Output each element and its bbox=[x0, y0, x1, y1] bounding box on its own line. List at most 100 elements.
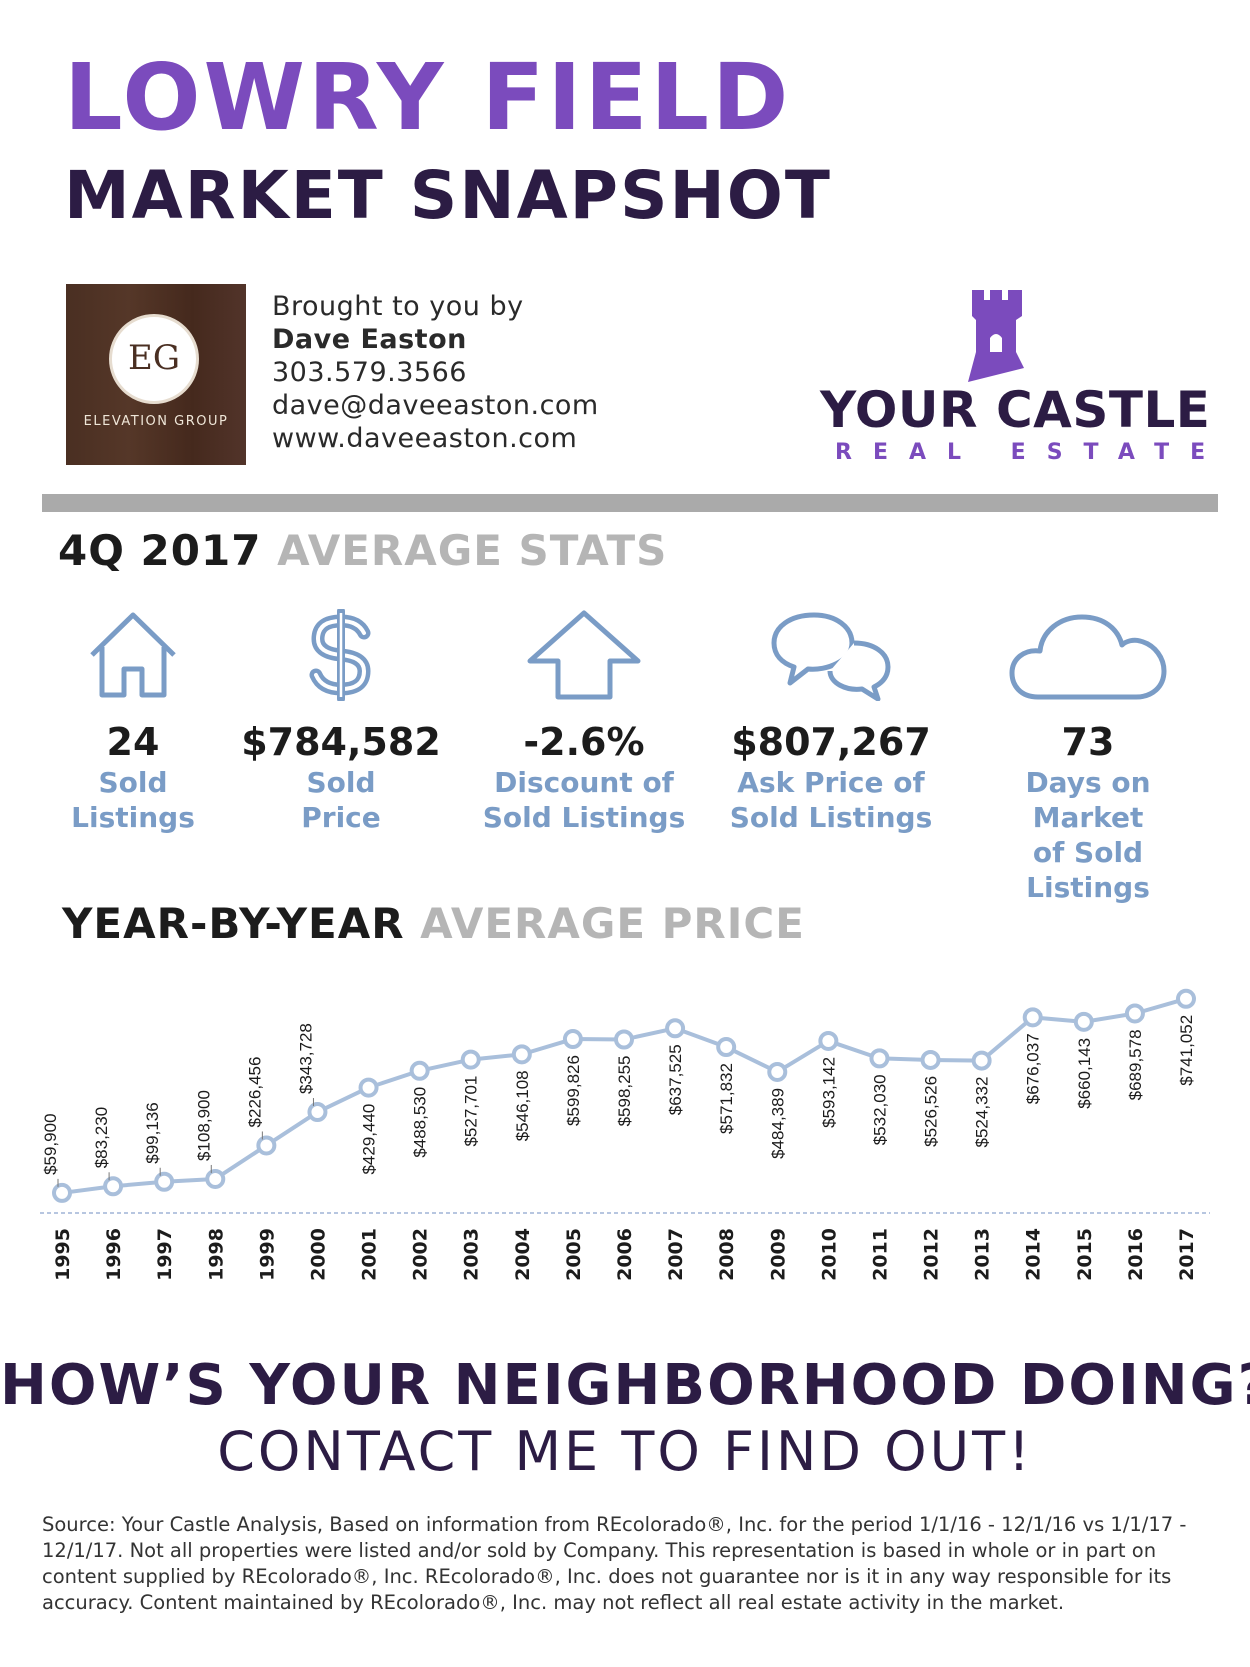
eg-logo-name: ELEVATION GROUP bbox=[83, 414, 229, 429]
x-tick-label: 2005 bbox=[563, 1228, 585, 1281]
x-tick-label: 2007 bbox=[665, 1228, 687, 1281]
stat-label-line1: Sold bbox=[306, 766, 376, 799]
data-point bbox=[562, 1029, 583, 1050]
x-tick-label: 2008 bbox=[716, 1228, 738, 1281]
data-point bbox=[716, 1037, 737, 1058]
agent-name: Dave Easton bbox=[272, 324, 467, 355]
stat-label-line2: Price bbox=[301, 801, 381, 834]
data-label: $689,578 bbox=[1126, 1029, 1145, 1100]
x-tick-label: 1998 bbox=[205, 1228, 227, 1281]
elevation-group-logo: EG ELEVATION GROUP bbox=[66, 284, 246, 465]
stat-label-line2: Listings bbox=[71, 801, 195, 834]
x-tick-label: 1996 bbox=[103, 1228, 125, 1281]
x-tick-label: 1999 bbox=[256, 1228, 278, 1281]
data-point bbox=[1124, 1003, 1145, 1024]
agent-phone[interactable]: 303.579.3566 bbox=[272, 357, 467, 388]
stat-label-line2: of Sold Listings bbox=[1026, 836, 1150, 904]
stat-label-line2: Sold Listings bbox=[729, 801, 933, 834]
x-tick-label: 2010 bbox=[818, 1228, 840, 1281]
agent-website[interactable]: www.daveeaston.com bbox=[272, 423, 578, 454]
stat-value: 24 bbox=[106, 720, 160, 764]
stat-value: $784,582 bbox=[241, 720, 441, 764]
stats-heading: 4Q 2017 AVERAGE STATS bbox=[58, 530, 667, 572]
data-point bbox=[1022, 1007, 1043, 1028]
data-label: $83,230 bbox=[92, 1107, 111, 1168]
data-point bbox=[103, 1176, 124, 1197]
stat-label-line1: Days on Market bbox=[1025, 766, 1151, 834]
cta-subline: CONTACT ME TO FIND OUT! bbox=[217, 1420, 1033, 1483]
x-tick-label: 2016 bbox=[1125, 1228, 1147, 1281]
cloud-icon bbox=[1009, 614, 1167, 700]
x-tick-label: 2006 bbox=[614, 1228, 636, 1281]
data-point bbox=[358, 1077, 379, 1098]
dollar-icon bbox=[309, 609, 371, 701]
chat-bubbles-icon bbox=[771, 612, 891, 701]
data-point bbox=[665, 1018, 686, 1039]
data-label: $99,136 bbox=[143, 1102, 162, 1163]
data-label: $660,143 bbox=[1075, 1038, 1094, 1109]
eg-monogram: EG bbox=[128, 338, 180, 378]
cta-headline: HOW’S YOUR NEIGHBORHOOD DOING? bbox=[0, 1353, 1250, 1418]
stat-label-line1: Ask Price of bbox=[737, 766, 925, 799]
data-label: $526,526 bbox=[922, 1076, 941, 1147]
data-point bbox=[920, 1049, 941, 1070]
data-point bbox=[307, 1102, 328, 1123]
chart-heading: YEAR-BY-YEAR AVERAGE PRICE bbox=[62, 903, 805, 945]
data-label: $532,030 bbox=[870, 1074, 889, 1145]
data-label: $59,900 bbox=[41, 1113, 60, 1174]
data-point bbox=[971, 1050, 992, 1071]
data-label: $343,728 bbox=[296, 1023, 315, 1094]
x-tick-label: 1995 bbox=[52, 1228, 74, 1281]
data-label: $429,440 bbox=[360, 1104, 379, 1175]
chart-heading-grey: AVERAGE PRICE bbox=[420, 899, 805, 948]
stat-sold-price: $784,582 Sold Price bbox=[236, 606, 446, 835]
data-label: $741,052 bbox=[1177, 1015, 1196, 1086]
stat-label: Days on Market of Sold Listings bbox=[968, 765, 1208, 905]
brand-name: YOUR CASTLE bbox=[820, 381, 1211, 439]
data-point bbox=[52, 1182, 72, 1203]
data-point bbox=[1073, 1011, 1094, 1032]
agent-email[interactable]: dave@daveeaston.com bbox=[272, 390, 599, 421]
house-icon bbox=[90, 612, 176, 698]
page-title: LOWRY FIELD bbox=[64, 44, 792, 151]
source-disclaimer: Source: Your Castle Analysis, Based on i… bbox=[42, 1513, 1187, 1614]
data-label: $108,900 bbox=[194, 1090, 213, 1161]
stat-label: Ask Price of Sold Listings bbox=[726, 765, 936, 835]
data-label: $546,108 bbox=[513, 1070, 532, 1141]
stat-label: Sold Price bbox=[236, 765, 446, 835]
x-tick-label: 2001 bbox=[359, 1228, 381, 1281]
stats-heading-period: 4Q 2017 bbox=[58, 526, 262, 575]
data-label: $527,701 bbox=[462, 1076, 481, 1147]
x-tick-label: 2002 bbox=[410, 1228, 432, 1281]
brand-subtitle: REAL ESTATE bbox=[835, 440, 1227, 465]
x-tick-label: 2017 bbox=[1176, 1228, 1198, 1281]
contact-intro: Brought to you by bbox=[272, 291, 524, 322]
data-point bbox=[409, 1060, 430, 1081]
data-point bbox=[818, 1030, 839, 1051]
data-label: $488,530 bbox=[411, 1087, 430, 1158]
data-label: $484,389 bbox=[768, 1088, 787, 1159]
data-point bbox=[869, 1048, 890, 1069]
data-label: $637,525 bbox=[666, 1044, 685, 1115]
stat-label-line1: Discount of bbox=[494, 766, 674, 799]
data-point bbox=[154, 1171, 175, 1192]
stat-label-line2: Sold Listings bbox=[482, 801, 686, 834]
stats-heading-label: AVERAGE STATS bbox=[277, 526, 668, 575]
data-point bbox=[460, 1049, 481, 1070]
stat-label: Discount of Sold Listings bbox=[479, 765, 689, 835]
castle-tower-icon bbox=[968, 290, 1024, 382]
x-tick-label: 2013 bbox=[972, 1228, 994, 1281]
stat-label-line1: Sold bbox=[98, 766, 168, 799]
x-tick-label: 2014 bbox=[1023, 1228, 1045, 1281]
stat-value: -2.6% bbox=[523, 720, 645, 764]
stat-value: $807,267 bbox=[731, 720, 931, 764]
up-arrow-icon bbox=[527, 610, 641, 700]
x-tick-label: 2000 bbox=[307, 1228, 329, 1281]
x-tick-label: 2015 bbox=[1074, 1228, 1096, 1281]
data-label: $599,826 bbox=[564, 1055, 583, 1126]
data-point bbox=[511, 1044, 532, 1065]
data-label: $524,332 bbox=[973, 1077, 992, 1148]
data-label: $598,255 bbox=[615, 1055, 634, 1126]
x-tick-label: 2011 bbox=[869, 1228, 891, 1281]
eg-monogram-circle: EG bbox=[109, 314, 199, 404]
